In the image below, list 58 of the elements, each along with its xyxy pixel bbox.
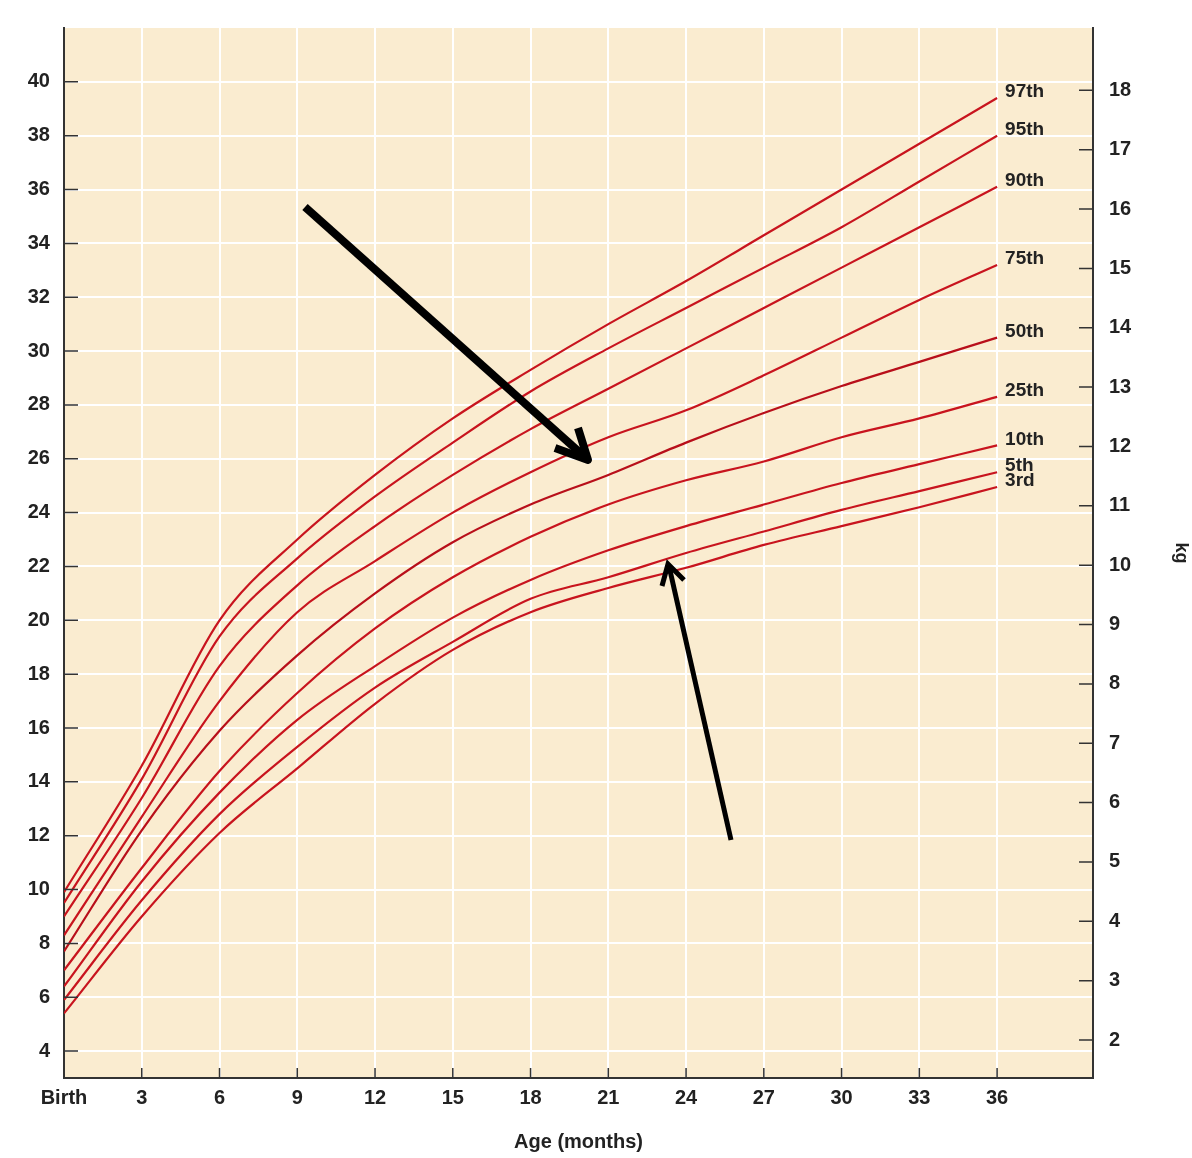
series-label: 75th: [1005, 247, 1045, 269]
y-tick-label: 30: [27, 338, 50, 361]
y-tick-label: 12: [27, 823, 50, 846]
x-tick-label: 21: [597, 1085, 620, 1108]
x-tick-label: 30: [830, 1085, 853, 1108]
x-tick-label: 27: [752, 1085, 775, 1108]
y-tick-label: 16: [27, 715, 50, 738]
x-tick-label: 9: [291, 1085, 303, 1108]
y2-tick-label: 14: [1109, 315, 1133, 338]
x-tick-label: 15: [441, 1085, 464, 1108]
y-tick-label: 28: [27, 392, 50, 415]
x-tick-label: 6: [213, 1085, 226, 1108]
y-tick-label: 4: [38, 1038, 51, 1061]
y-tick-label: 14: [27, 769, 51, 792]
y2-tick-label: 10: [1109, 552, 1132, 575]
y-tick-label: 34: [27, 230, 51, 253]
x-tick-label: Birth: [40, 1085, 88, 1108]
series-label: 25th: [1005, 379, 1045, 401]
y2-tick-label: 9: [1109, 612, 1121, 635]
series-label: 50th: [1005, 319, 1045, 341]
y2-tick-label: 11: [1109, 493, 1131, 516]
x-tick-label: 12: [363, 1085, 387, 1108]
y2-tick-label: 15: [1109, 255, 1132, 278]
x-tick-label: 36: [985, 1085, 1009, 1108]
y2-tick-label: 5: [1109, 849, 1121, 872]
y2-tick-label: 3: [1109, 968, 1121, 991]
y2-tick-label: 18: [1109, 77, 1132, 100]
y-tick-label: 38: [27, 123, 50, 146]
x-tick-label: 33: [908, 1085, 931, 1108]
y-tick-label: 8: [38, 930, 50, 953]
y-tick-label: 10: [27, 877, 50, 900]
y2-tick-label: 16: [1109, 196, 1132, 219]
y-tick-label: 24: [27, 500, 51, 523]
y2-tick-label: 4: [1109, 908, 1121, 931]
x-tick-label: 24: [674, 1085, 699, 1108]
series-label: 97th: [1005, 80, 1045, 102]
y2-tick-label: 12: [1109, 433, 1132, 456]
series-label: 95th: [1005, 117, 1045, 139]
x-tick-label: 18: [519, 1085, 542, 1108]
y-tick-label: 6: [38, 984, 50, 1007]
y-tick-label: 20: [27, 607, 50, 630]
x-axis-title: Age (months): [514, 1129, 643, 1152]
y-tick-label: 40: [27, 69, 50, 92]
y-tick-label: 18: [27, 661, 50, 684]
y2-tick-label: 13: [1109, 374, 1132, 397]
y-tick-label: 26: [27, 446, 50, 469]
series-label: 10th: [1005, 427, 1045, 449]
y2-tick-label: 7: [1109, 730, 1121, 753]
y2-tick-label: 6: [1109, 790, 1121, 813]
y2-tick-label: 8: [1109, 671, 1121, 694]
y-tick-label: 36: [27, 177, 50, 200]
y2-axis-title: kg: [1172, 542, 1192, 564]
series-label: 90th: [1005, 169, 1045, 191]
x-tick-label: 3: [136, 1085, 148, 1108]
y-tick-label: 32: [27, 284, 50, 307]
y2-tick-label: 2: [1109, 1027, 1121, 1050]
y2-tick-label: 17: [1109, 137, 1132, 160]
y-tick-label: 22: [27, 553, 50, 576]
